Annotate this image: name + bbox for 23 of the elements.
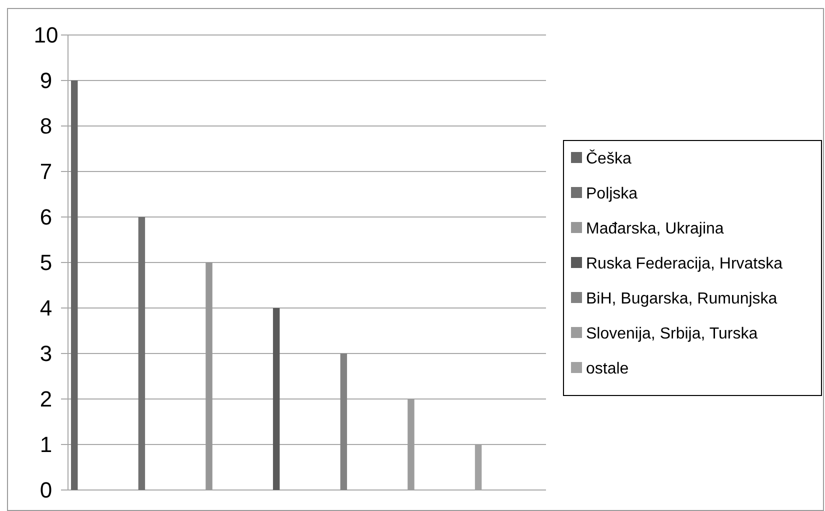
legend-label: Mađarska, Ukrajina — [586, 220, 724, 238]
y-tick-label: 9 — [40, 68, 52, 94]
legend-label: ostale — [586, 360, 629, 378]
y-tick-label: 7 — [40, 159, 52, 184]
bar — [138, 217, 146, 490]
legend-label: Slovenija, Srbija, Turska — [586, 326, 758, 343]
y-tick-label: 5 — [40, 250, 52, 276]
y-tick-label: 3 — [40, 341, 52, 366]
legend-label: Poljska — [586, 186, 638, 203]
y-tick-label: 4 — [40, 296, 52, 321]
y-tick-label: 6 — [40, 204, 52, 230]
bar — [71, 80, 78, 490]
y-tick-label: 0 — [40, 478, 52, 503]
bar — [272, 308, 280, 490]
legend-label: Ruska Federacija, Hrvatska — [586, 256, 783, 273]
y-tick-label: 1 — [40, 432, 52, 458]
bar — [206, 262, 212, 490]
y-tick-label: 10 — [34, 22, 58, 48]
y-tick-label: 2 — [40, 386, 52, 412]
legend-label: BiH, Bugarska, Rumunjska — [586, 290, 778, 308]
bar — [340, 354, 348, 490]
y-tick-label: 8 — [40, 114, 52, 139]
legend-label: Češka — [586, 150, 632, 168]
